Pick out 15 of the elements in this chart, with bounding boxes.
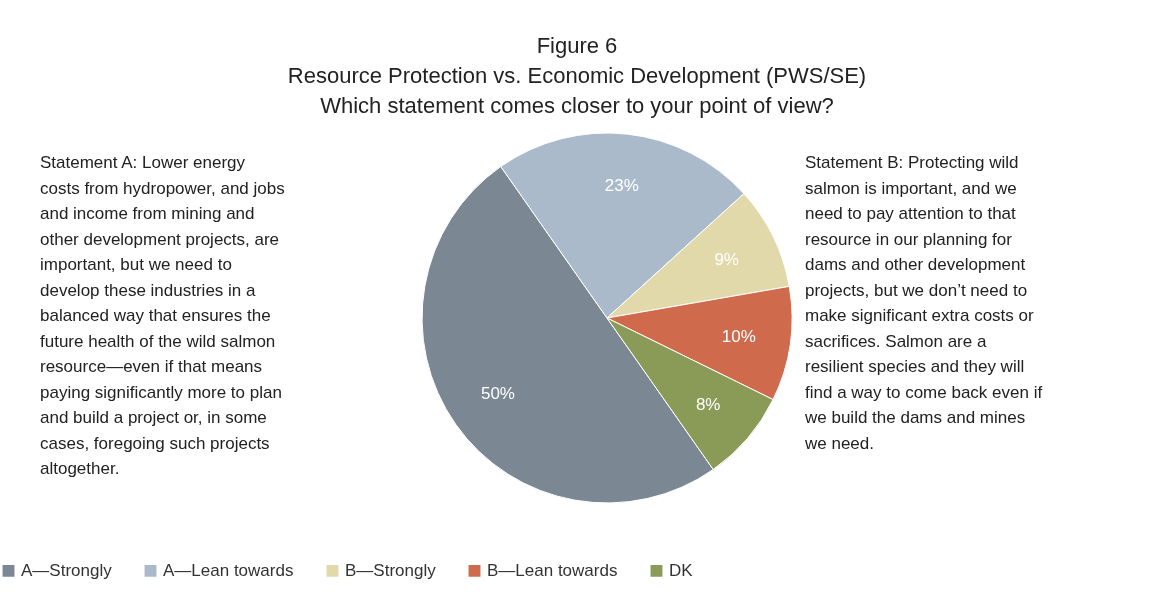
legend-label: DK	[669, 560, 694, 580]
data-label: 8%	[695, 394, 721, 414]
legend-label: B—Lean towards	[487, 560, 618, 580]
legend-label: B—Strongly	[345, 560, 437, 580]
text: Statement A: Lower energy costs from hydropower, and jobs and income from mining and other development projects, are important, but we need to develop these industries in a balanced way that ensures the future health of the wild salmon resource—even if that means paying significantly more to plan and build a project or, in some cases, foregoing such projects altogether.	[40, 153, 285, 478]
data-label: 10%	[721, 326, 756, 346]
data-label: 50%	[480, 384, 515, 404]
legend-label: A—Strongly	[21, 560, 113, 580]
data-label: 9%	[714, 249, 739, 269]
text: Figure 6	[536, 33, 618, 58]
data-label: 23%	[604, 175, 639, 195]
text: Which statement comes closer to your point of view?	[320, 93, 834, 118]
legend-label: A—Lean towards	[163, 560, 294, 580]
text: Statement B: Protecting wild salmon is important, and we need to pay attention to that resource in our planning for dams and other development projects, but we don’t need to make significant extra costs or sacrifices. Salmon are a resilient species and they will find a way to come back even if we build the dams and mines we need.	[805, 153, 1043, 453]
text: Resource Protection vs. Economic Development (PWS/SE)	[287, 63, 867, 88]
